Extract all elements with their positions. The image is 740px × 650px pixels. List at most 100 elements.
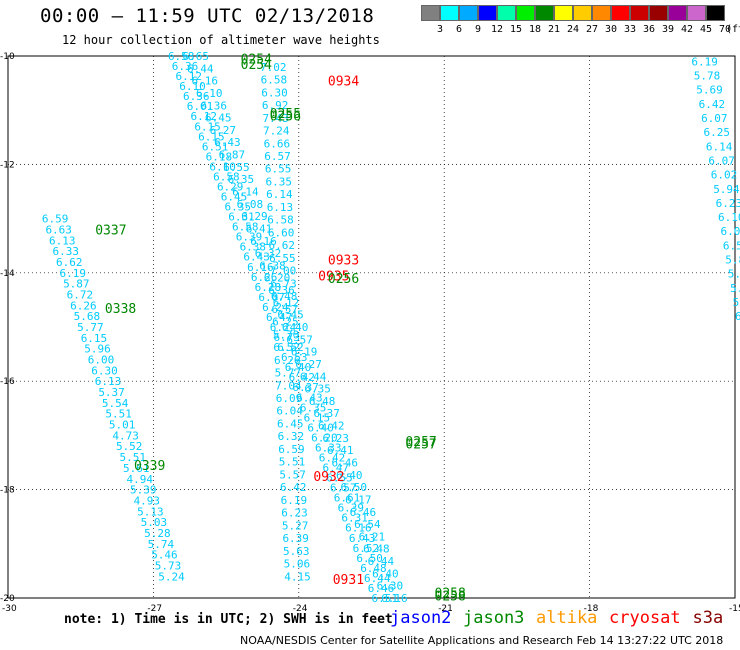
swh-value-label: 6.62 xyxy=(269,239,296,252)
swh-value-label: 6.39 xyxy=(236,231,263,244)
legend-tick-label: 27 xyxy=(585,24,599,35)
swh-value-label: 6.14 xyxy=(232,186,259,199)
swh-value-label: 6.66 xyxy=(264,137,291,150)
legend-tick-label: 30 xyxy=(604,24,618,35)
legend-swatch xyxy=(630,5,649,21)
swh-value-label: 6.19 xyxy=(291,346,318,359)
swh-value-label: 6.42 xyxy=(319,451,346,464)
swh-value-label: 6.58 xyxy=(213,170,240,183)
swh-value-label: 6.12 xyxy=(273,296,300,309)
lat-tick-label: -16 xyxy=(0,377,15,387)
swh-value-label: 6.20 xyxy=(311,431,338,444)
swh-value-label: 6.73 xyxy=(273,331,300,344)
legend-swatch xyxy=(535,5,554,21)
swh-value-label: 6.57 xyxy=(272,303,299,316)
swh-value-label: 6.48 xyxy=(363,543,390,556)
swh-value-label: 6.21 xyxy=(359,530,386,543)
swh-value-label: 5.54 xyxy=(102,397,129,410)
swh-value-label: 6.52 xyxy=(273,341,300,354)
swh-value-label: 6.27 xyxy=(210,124,237,137)
swh-value-label: 6.45 xyxy=(277,309,304,322)
swh-value-label: 6.08 xyxy=(237,198,264,211)
swh-value-label: 6.59 xyxy=(278,443,305,456)
swh-value-label: 5.52 xyxy=(116,440,143,453)
legend-swatch xyxy=(592,5,611,21)
swh-value-label: 6.42 xyxy=(699,98,726,111)
legend-tick-label: 24 xyxy=(566,24,580,35)
lon-tick-label: -18 xyxy=(584,604,599,614)
swh-value-label: 6.58 xyxy=(168,50,195,63)
time-label: 0255 xyxy=(270,107,301,122)
legend-tick-label: 6 xyxy=(455,24,463,35)
swh-value-label: 6.58 xyxy=(261,74,288,87)
swh-value-label: 6.24 xyxy=(270,321,297,334)
swh-value-label: 6.07 xyxy=(701,112,728,125)
time-label: 0257 xyxy=(405,438,436,453)
lon-tick-label: -15 xyxy=(729,604,740,614)
swh-value-label: 5.77 xyxy=(77,321,104,334)
swh-value-label: 6.12 xyxy=(175,70,202,83)
swh-value-label: 6.04 xyxy=(276,405,303,418)
swh-value-label: 6.54 xyxy=(354,518,381,531)
time-label: 0339 xyxy=(134,459,165,474)
swh-value-label: 6.55 xyxy=(269,252,296,265)
swh-value-label: 6.26 xyxy=(251,271,278,284)
legend-tick-label: 36 xyxy=(642,24,656,35)
swh-value-label: 6.41 xyxy=(327,444,354,457)
swh-value-label: 6.48 xyxy=(309,395,336,408)
swh-value-label: 6.43 xyxy=(214,136,241,149)
swh-value-label: 5.24 xyxy=(158,570,185,583)
swh-value-label: 6.73 xyxy=(270,277,297,290)
swh-value-label: 7.43 xyxy=(262,112,289,125)
swh-value-label: 6.44 xyxy=(368,555,395,568)
swh-value-label: 6.45 xyxy=(205,112,232,125)
time-label: 0254 xyxy=(241,53,272,68)
swh-value-label: 6.10 xyxy=(179,80,206,93)
swh-value-label: 6.37 xyxy=(313,407,340,420)
swh-value-label: 5.39 xyxy=(130,484,157,497)
swh-value-label: 6.12 xyxy=(191,110,218,123)
lon-tick-label: -21 xyxy=(438,604,453,614)
swh-value-label: 6.29 xyxy=(241,210,267,223)
swh-value-label: 6.23 xyxy=(322,432,349,445)
swh-value-label: 6.47 xyxy=(322,462,349,475)
time-label: 0931 xyxy=(333,573,364,588)
swh-value-label: 6.52 xyxy=(353,542,380,555)
swh-value-label: 6.53 xyxy=(281,351,308,364)
swh-value-label: 6.31 xyxy=(228,211,255,224)
time-label: 0257 xyxy=(405,435,436,450)
swh-value-label: 6.43 xyxy=(349,532,376,545)
swh-value-label: 6.62 xyxy=(56,256,83,269)
swh-value-label: 5.06 xyxy=(284,558,311,571)
swh-value-label: 6.48 xyxy=(360,562,387,575)
swh-value-label: 6.44 xyxy=(187,62,214,75)
swh-value-label: 6.14 xyxy=(706,140,733,153)
time-label: 0256 xyxy=(328,272,359,287)
swh-value-label: 6.39 xyxy=(282,532,309,545)
swh-value-label: 6.42 xyxy=(289,371,316,384)
legend-swatch xyxy=(668,5,687,21)
swh-value-label: 5.63 xyxy=(283,545,310,558)
time-label: 0338 xyxy=(105,302,136,317)
swh-value-label: 6.32 xyxy=(278,430,305,443)
swh-value-label: 6.01 xyxy=(187,100,214,113)
swh-value-label: 6.13 xyxy=(49,234,76,247)
swh-value-label: 5.78 xyxy=(694,70,721,83)
satellite-altika-label: altika xyxy=(536,608,598,628)
lat-tick-label: -14 xyxy=(0,269,15,279)
swh-value-label: 7.24 xyxy=(263,125,290,138)
legend-tick-label: 33 xyxy=(623,24,637,35)
swh-value-label: 5.01 xyxy=(109,419,136,432)
lat-tick-label: -18 xyxy=(0,486,15,496)
swh-value-label: 6.59 xyxy=(42,213,69,226)
swh-value-label: 6.25 xyxy=(272,316,299,329)
swh-value-label: 4.93 xyxy=(134,494,161,507)
swh-value-label: 6.35 xyxy=(304,383,331,396)
swh-value-label: 5. xyxy=(728,268,740,281)
swh-value-label: 6.16 xyxy=(345,522,372,535)
legend-tick-label: 15 xyxy=(509,24,523,35)
swh-value-label: 6.44 xyxy=(364,572,391,585)
swh-value-label: 6.40 xyxy=(307,421,334,434)
swh-value-label: 6.43 xyxy=(243,251,269,264)
swh-value-label: 5.51 xyxy=(279,456,306,469)
